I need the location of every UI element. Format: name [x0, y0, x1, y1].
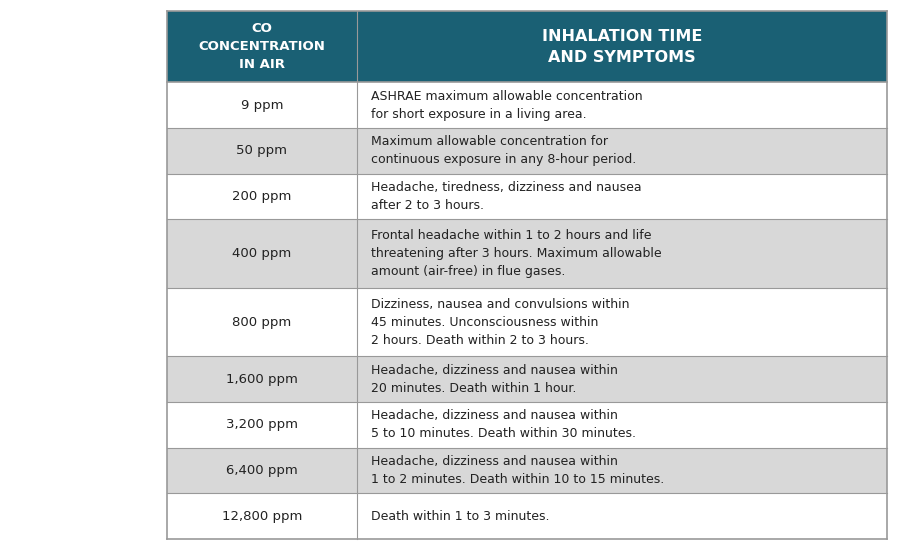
- Bar: [357, 11, 886, 82]
- Text: 200 ppm: 200 ppm: [232, 190, 292, 203]
- Text: 9 ppm: 9 ppm: [240, 98, 284, 112]
- Bar: [357, 82, 886, 128]
- Text: CO
CONCENTRATION
IN AIR: CO CONCENTRATION IN AIR: [199, 22, 325, 71]
- Text: 3,200 ppm: 3,200 ppm: [226, 419, 298, 431]
- Text: 12,800 ppm: 12,800 ppm: [221, 510, 302, 522]
- Text: Headache, dizziness and nausea within
5 to 10 minutes. Death within 30 minutes.: Headache, dizziness and nausea within 5 …: [371, 409, 635, 441]
- Text: 400 ppm: 400 ppm: [232, 247, 292, 260]
- Text: Frontal headache within 1 to 2 hours and life
threatening after 3 hours. Maximum: Frontal headache within 1 to 2 hours and…: [371, 229, 662, 278]
- Text: Headache, tiredness, dizziness and nausea
after 2 to 3 hours.: Headache, tiredness, dizziness and nause…: [371, 181, 642, 212]
- Text: ASHRAE maximum allowable concentration
for short exposure in a living area.: ASHRAE maximum allowable concentration f…: [371, 90, 643, 120]
- Bar: [357, 356, 886, 402]
- Bar: [357, 493, 886, 539]
- Bar: [357, 174, 886, 219]
- Bar: [357, 448, 886, 493]
- Text: INHALATION TIME
AND SYMPTOMS: INHALATION TIME AND SYMPTOMS: [542, 29, 702, 65]
- Text: Maximum allowable concentration for
continuous exposure in any 8-hour period.: Maximum allowable concentration for cont…: [371, 135, 636, 166]
- Bar: [357, 402, 886, 448]
- Text: 800 ppm: 800 ppm: [232, 316, 292, 328]
- Text: 50 ppm: 50 ppm: [237, 144, 287, 157]
- Bar: [166, 128, 357, 174]
- Bar: [166, 356, 357, 402]
- Bar: [166, 288, 357, 356]
- Text: 1,600 ppm: 1,600 ppm: [226, 373, 298, 386]
- Bar: [166, 448, 357, 493]
- Bar: [166, 11, 357, 82]
- Bar: [166, 493, 357, 539]
- Text: Headache, dizziness and nausea within
1 to 2 minutes. Death within 10 to 15 minu: Headache, dizziness and nausea within 1 …: [371, 455, 664, 486]
- Text: Headache, dizziness and nausea within
20 minutes. Death within 1 hour.: Headache, dizziness and nausea within 20…: [371, 364, 617, 395]
- Bar: [166, 219, 357, 288]
- Bar: [357, 219, 886, 288]
- Text: Death within 1 to 3 minutes.: Death within 1 to 3 minutes.: [371, 510, 549, 522]
- Bar: [166, 82, 357, 128]
- Bar: [166, 402, 357, 448]
- Text: 6,400 ppm: 6,400 ppm: [226, 464, 298, 477]
- Text: Dizziness, nausea and convulsions within
45 minutes. Unconsciousness within
2 ho: Dizziness, nausea and convulsions within…: [371, 298, 629, 346]
- Bar: [357, 128, 886, 174]
- Bar: [357, 288, 886, 356]
- Bar: [166, 174, 357, 219]
